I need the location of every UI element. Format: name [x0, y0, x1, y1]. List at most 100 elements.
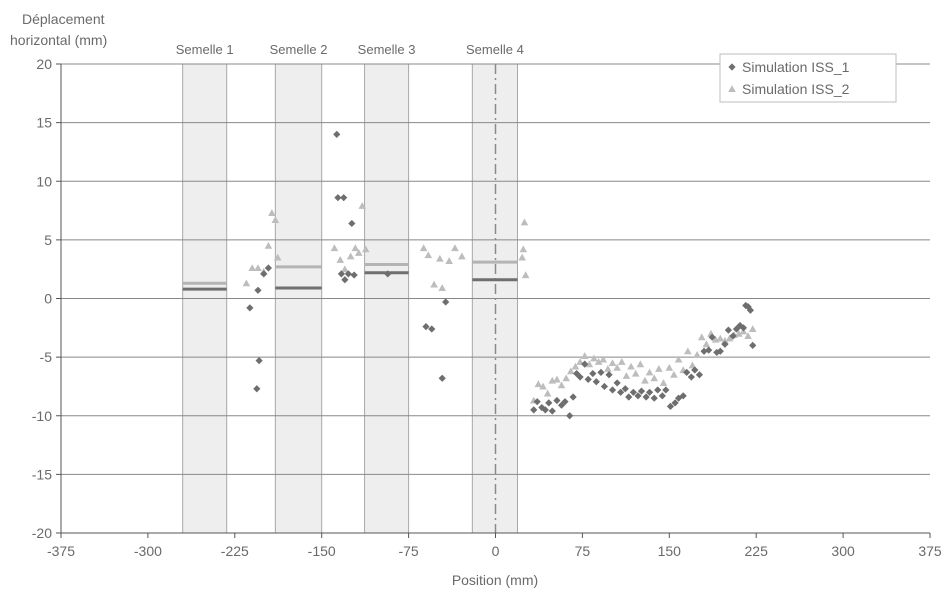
- point-iss1: [254, 286, 262, 294]
- point-iss2: [670, 370, 678, 378]
- point-iss2: [650, 374, 659, 382]
- point-iss2: [346, 252, 355, 260]
- point-iss1: [666, 402, 675, 410]
- point-iss2: [557, 381, 566, 389]
- point-iss2: [248, 264, 256, 272]
- point-iss2: [430, 280, 438, 288]
- point-iss2: [445, 257, 453, 265]
- point-iss1: [384, 270, 392, 278]
- x-tick-label: 75: [575, 543, 591, 559]
- point-iss1: [716, 347, 724, 355]
- footing-bands: Semelle 1 Semelle 2 Semelle 3 Semelle 4: [176, 42, 524, 534]
- point-iss1: [548, 407, 556, 415]
- x-tick-label: -225: [221, 543, 249, 559]
- point-iss2: [451, 244, 459, 252]
- point-iss2: [553, 375, 561, 383]
- y-axis-title-line-2: horizontal (mm): [10, 32, 107, 48]
- point-iss2: [744, 332, 752, 340]
- point-iss1: [584, 375, 592, 384]
- point-iss1: [581, 360, 589, 368]
- point-iss2: [571, 362, 580, 370]
- point-iss2: [268, 209, 276, 216]
- point-iss2: [599, 355, 608, 363]
- series-iss1: [246, 130, 757, 420]
- point-iss2: [641, 376, 649, 384]
- point-iss1: [333, 130, 341, 138]
- point-iss2: [271, 216, 280, 223]
- point-iss1: [687, 373, 695, 381]
- point-iss2: [254, 264, 262, 272]
- x-tick-label: 225: [745, 543, 769, 559]
- point-iss1: [569, 393, 577, 401]
- point-iss2: [631, 369, 640, 377]
- point-iss2: [424, 251, 433, 259]
- point-iss1: [260, 270, 268, 278]
- point-iss1: [541, 406, 549, 414]
- point-iss1: [705, 346, 713, 354]
- point-iss1: [545, 399, 553, 407]
- x-tick-label: -375: [47, 543, 75, 559]
- point-iss2: [688, 361, 697, 369]
- x-tick-label: -150: [308, 543, 336, 559]
- point-iss2: [627, 362, 635, 370]
- x-tick-label: 300: [831, 543, 855, 559]
- point-iss2: [594, 358, 603, 365]
- legend-label-iss2: Simulation ISS_2: [742, 81, 850, 97]
- point-iss1: [637, 387, 646, 395]
- point-iss1: [589, 369, 597, 378]
- point-iss1: [348, 219, 356, 228]
- y-tick-label: 15: [36, 115, 52, 131]
- y-tick-label: 5: [44, 232, 52, 248]
- point-iss1: [341, 276, 349, 284]
- point-iss1: [744, 303, 752, 311]
- point-iss2: [351, 244, 360, 252]
- point-iss2: [361, 245, 370, 253]
- series-iss2: [242, 202, 757, 404]
- point-iss2: [242, 279, 251, 287]
- point-iss1: [600, 382, 609, 391]
- point-iss1: [749, 341, 757, 349]
- point-iss1: [695, 371, 704, 379]
- point-iss1: [634, 392, 642, 400]
- point-iss1: [573, 369, 581, 378]
- point-iss2: [674, 355, 683, 363]
- point-iss2: [735, 329, 743, 337]
- point-iss2: [354, 248, 363, 256]
- point-iss1: [246, 304, 254, 312]
- point-iss1: [683, 368, 691, 376]
- point-iss2: [697, 333, 706, 341]
- point-iss1: [428, 325, 436, 333]
- point-iss2: [539, 382, 547, 390]
- point-iss2: [336, 256, 345, 263]
- x-axis-title: Position (mm): [452, 572, 538, 588]
- point-iss2: [518, 253, 526, 261]
- point-iss1: [691, 366, 699, 374]
- legend-marker-iss1: [728, 63, 736, 71]
- point-iss1: [617, 388, 625, 396]
- y-tick-label: -20: [32, 525, 52, 541]
- point-iss1: [724, 326, 732, 334]
- point-iss1: [650, 394, 658, 402]
- x-tick-label: -75: [398, 543, 418, 559]
- footing-label-4: Semelle 4: [466, 42, 524, 57]
- point-iss2: [438, 284, 447, 291]
- footing-levels: [182, 260, 518, 291]
- y-tick-labels: -20 -15 -10 -5 0 5 10 15 20: [32, 56, 52, 541]
- point-iss2: [622, 372, 631, 379]
- point-iss2: [576, 358, 584, 365]
- x-tick-label: 150: [658, 543, 682, 559]
- point-iss1: [344, 270, 352, 278]
- y-tick-label: 0: [44, 291, 52, 307]
- point-iss1: [566, 412, 574, 420]
- point-iss1: [679, 392, 687, 400]
- point-iss1: [729, 332, 737, 340]
- point-iss2: [521, 271, 530, 279]
- point-iss1: [597, 368, 605, 376]
- point-iss2: [358, 202, 367, 209]
- point-iss1: [646, 388, 654, 396]
- point-iss1: [629, 388, 637, 396]
- point-iss2: [543, 389, 552, 397]
- point-iss1: [671, 399, 679, 407]
- point-iss2: [567, 367, 575, 375]
- point-iss1: [739, 324, 748, 332]
